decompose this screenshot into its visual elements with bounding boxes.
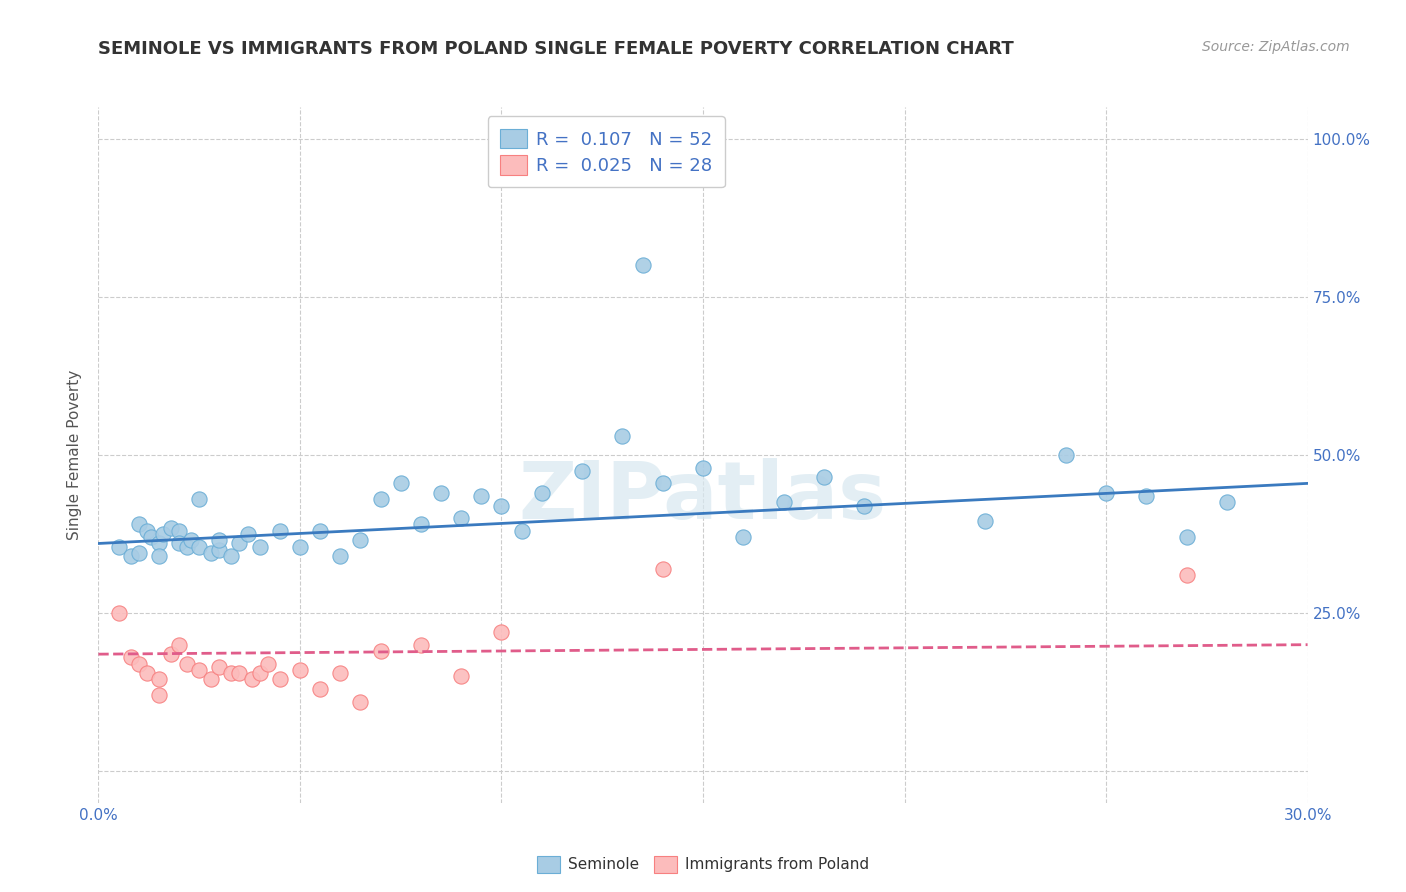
Point (813, 470, 835, 484)
Point (612, 429, 634, 443)
Point (288, 663, 311, 677)
Point (470, 489, 492, 503)
Y-axis label: Single Female Poverty: Single Female Poverty (67, 370, 83, 540)
Point (128, 657, 150, 671)
Point (221, 549, 243, 563)
Point (450, 511, 472, 525)
Point (107, 606, 129, 620)
Point (491, 499, 513, 513)
Point (651, 562, 673, 576)
Point (128, 546, 150, 560)
Point (450, 669, 472, 683)
Point (128, 517, 150, 532)
Point (240, 673, 263, 687)
Point (510, 524, 533, 538)
Text: SEMINOLE VS IMMIGRANTS FROM POLAND SINGLE FEMALE POVERTY CORRELATION CHART: SEMINOLE VS IMMIGRANTS FROM POLAND SINGL… (98, 40, 1014, 58)
Point (120, 650, 142, 665)
Point (491, 625, 513, 640)
Point (329, 666, 352, 681)
Point (208, 542, 231, 557)
Point (120, 549, 142, 563)
Point (148, 536, 170, 550)
Point (236, 527, 259, 541)
Point (135, 666, 157, 681)
Point (176, 540, 198, 554)
Point (309, 524, 332, 538)
Point (269, 673, 291, 687)
Point (188, 540, 211, 554)
Point (1135, 489, 1157, 503)
Point (853, 499, 876, 513)
Point (571, 464, 593, 478)
Point (389, 476, 412, 491)
Point (1175, 530, 1198, 544)
Point (148, 549, 170, 563)
Point (349, 695, 371, 709)
Point (188, 492, 211, 507)
Text: Source: ZipAtlas.com: Source: ZipAtlas.com (1202, 40, 1350, 54)
Point (135, 524, 157, 538)
Point (208, 533, 231, 548)
Point (974, 514, 997, 528)
Point (152, 527, 174, 541)
Point (208, 660, 231, 674)
Point (430, 486, 453, 500)
Point (160, 647, 183, 661)
Text: ZIPatlas: ZIPatlas (519, 458, 887, 536)
Point (370, 644, 392, 658)
Point (1175, 568, 1198, 582)
Point (167, 536, 190, 550)
Point (309, 681, 332, 696)
Point (288, 540, 311, 554)
Point (409, 638, 432, 652)
Point (107, 540, 129, 554)
Point (631, 258, 654, 272)
Point (409, 517, 432, 532)
Point (176, 657, 198, 671)
Point (1054, 448, 1077, 462)
Point (651, 476, 673, 491)
Point (228, 666, 250, 681)
Point (249, 540, 271, 554)
Point (228, 536, 250, 550)
Point (692, 460, 714, 475)
Point (329, 549, 352, 563)
Point (733, 530, 755, 544)
Point (249, 666, 271, 681)
Legend: Seminole, Immigrants from Poland: Seminole, Immigrants from Poland (531, 850, 875, 879)
Point (256, 657, 278, 671)
Point (349, 533, 371, 548)
Point (180, 533, 202, 548)
Point (160, 521, 183, 535)
Point (1216, 495, 1239, 509)
Point (148, 673, 170, 687)
Point (200, 546, 222, 560)
Point (772, 495, 794, 509)
Point (530, 486, 553, 500)
Point (1095, 486, 1118, 500)
Point (221, 666, 243, 681)
Point (370, 492, 392, 507)
Point (148, 688, 170, 702)
Point (200, 673, 222, 687)
Point (167, 638, 190, 652)
Point (167, 524, 190, 538)
Point (269, 524, 291, 538)
Point (188, 663, 211, 677)
Point (139, 530, 162, 544)
